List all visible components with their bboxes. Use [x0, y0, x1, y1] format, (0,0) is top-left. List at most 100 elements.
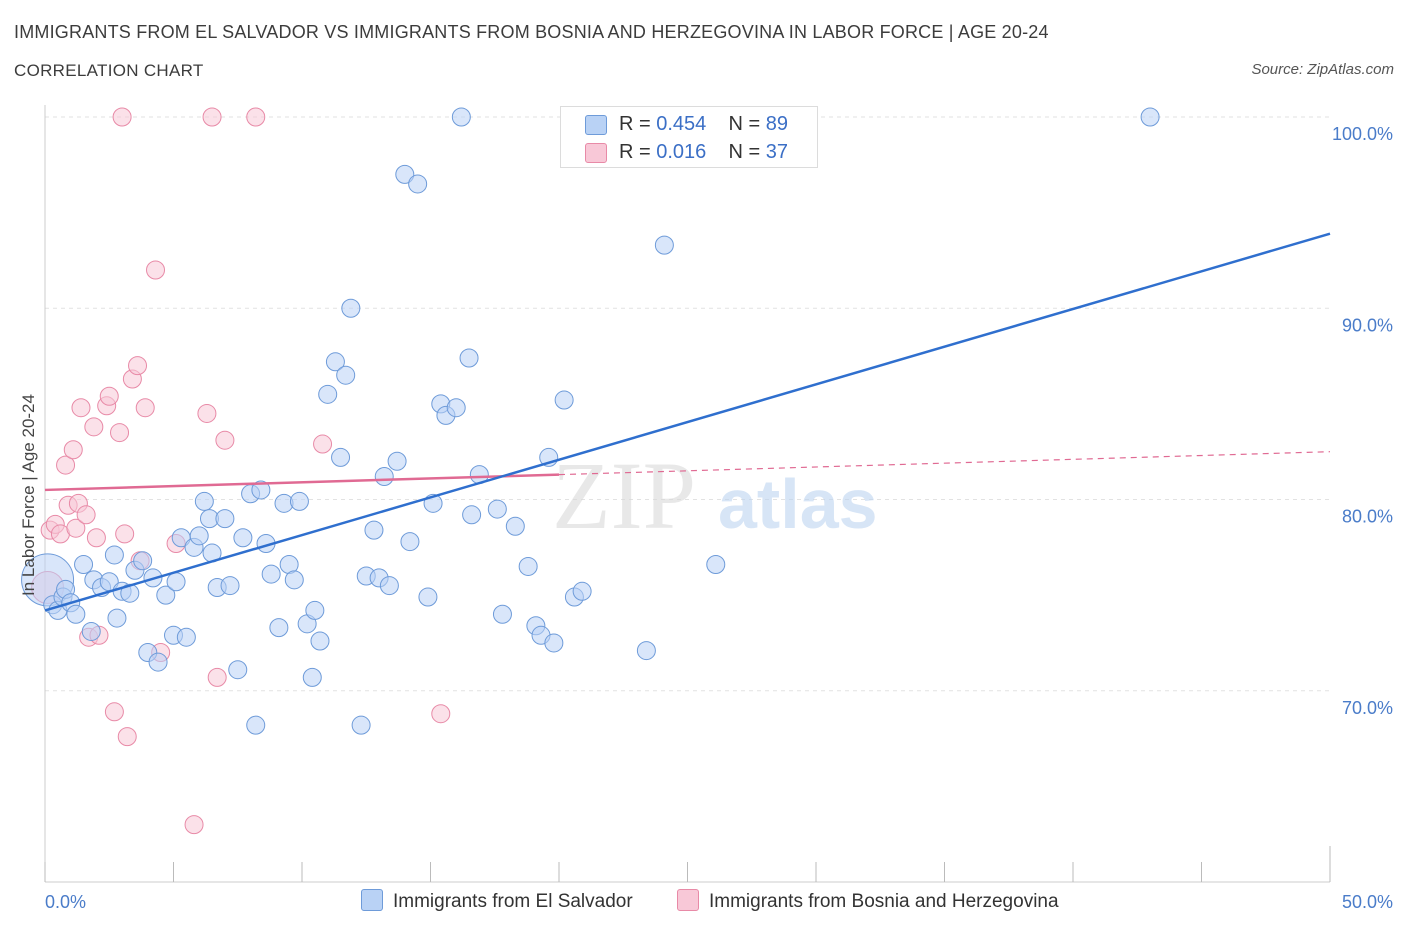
r-value: 0.454: [656, 113, 707, 135]
watermark-zip: ZIP: [552, 442, 696, 549]
series-elsalvador-points: [21, 107, 1160, 735]
legend-swatch-pink: [585, 143, 607, 163]
elsalvador-point: [1140, 107, 1160, 127]
elsalvador-point: [194, 491, 214, 511]
elsalvador-point: [176, 627, 196, 647]
elsalvador-point: [336, 365, 356, 385]
y-tick-label-100: 100.0%: [1332, 124, 1393, 144]
bosnia-point: [63, 440, 83, 460]
elsalvador-point: [459, 348, 479, 368]
n-label: N =: [728, 113, 761, 135]
elsalvador-point: [305, 600, 325, 620]
elsalvador-point: [636, 641, 656, 661]
elsalvador-point: [318, 384, 338, 404]
x-tick-label-max: 50.0%: [1342, 892, 1393, 912]
legend-swatch-blue: [585, 115, 607, 135]
elsalvador-point: [166, 572, 186, 592]
legend-text: R = 0.454 N = 89: [619, 113, 788, 136]
elsalvador-point: [379, 576, 399, 596]
elsalvador-point: [215, 509, 235, 529]
bosnia-point: [56, 455, 76, 475]
y-tick-label-90: 90.0%: [1342, 315, 1393, 335]
bottom-legend-swatch-pink: [677, 889, 699, 911]
bosnia-point: [135, 398, 155, 418]
elsalvador-point: [220, 576, 240, 596]
bosnia-point: [146, 260, 166, 280]
elsalvador-point: [492, 604, 512, 624]
axes: [44, 105, 1331, 883]
bottom-legend-label: Immigrants from Bosnia and Herzegovina: [709, 891, 1059, 912]
bosnia-point: [76, 505, 96, 525]
y-tick-label-80: 80.0%: [1342, 507, 1393, 527]
legend-text: R = 0.016 N = 37: [619, 141, 788, 164]
elsalvador-point: [284, 570, 304, 590]
elsalvador-point: [251, 480, 271, 500]
bosnia-point: [215, 430, 235, 450]
elsalvador-point: [107, 608, 127, 628]
trend-lines: [44, 232, 1331, 612]
bosnia-point: [313, 434, 333, 454]
bottom-legend-swatch-blue: [361, 889, 383, 911]
watermark-atlas: atlas: [718, 465, 878, 543]
bosnia-point: [117, 727, 137, 747]
chart-title: IMMIGRANTS FROM EL SALVADOR VS IMMIGRANT…: [14, 22, 1049, 42]
elsalvador-point: [133, 551, 153, 571]
grid-lines: [45, 116, 1330, 692]
bosnia-point: [128, 356, 148, 376]
x-tick-label-min: 0.0%: [45, 892, 86, 912]
elsalvador-point: [487, 499, 507, 519]
elsalvador-point: [387, 451, 407, 471]
y-tick-label-70: 70.0%: [1342, 698, 1393, 718]
source-label: Source: ZipAtlas.com: [1251, 61, 1394, 78]
bosnia-point: [184, 815, 204, 835]
bosnia-point: [104, 702, 124, 722]
bosnia-trend-line-dashed: [558, 451, 1331, 476]
watermark: ZIP atlas: [552, 442, 878, 549]
elsalvador-point: [289, 491, 309, 511]
elsalvador-point: [364, 520, 384, 540]
r-label: R =: [619, 141, 651, 163]
elsalvador-point: [451, 107, 471, 127]
elsalvador-point: [706, 555, 726, 575]
bosnia-point: [99, 386, 119, 406]
elsalvador-point: [81, 621, 101, 641]
y-axis-label: In Labor Force | Age 20-24: [19, 394, 38, 596]
elsalvador-point: [654, 235, 674, 255]
elsalvador-point: [400, 532, 420, 552]
elsalvador-point: [233, 528, 253, 548]
bosnia-point: [86, 528, 106, 548]
bottom-legend-bosnia: Immigrants from Bosnia and Herzegovina: [677, 889, 1059, 913]
n-value: 89: [765, 113, 789, 135]
bosnia-point: [246, 107, 266, 127]
tick-labels: 70.0% 80.0% 90.0% 100.0% 0.0% 50.0%: [45, 124, 1393, 912]
elsalvador-point: [302, 667, 322, 687]
n-label: N =: [728, 141, 761, 163]
bosnia-point: [71, 398, 91, 418]
n-value: 37: [765, 141, 789, 163]
bosnia-point: [115, 524, 135, 544]
elsalvador-point: [228, 660, 248, 680]
bottom-legend-elsalvador: Immigrants from El Salvador: [361, 889, 633, 913]
bosnia-trend-line: [44, 473, 560, 492]
bosnia-point: [431, 704, 451, 724]
bosnia-point: [197, 403, 217, 423]
stats-legend: R = 0.454 N = 89 R = 0.016 N = 37: [560, 106, 818, 168]
elsalvador-point: [120, 583, 140, 603]
bosnia-point: [110, 423, 130, 443]
elsalvador-point: [408, 174, 428, 194]
elsalvador-point: [554, 390, 574, 410]
elsalvador-point: [395, 164, 415, 184]
elsalvador-point: [66, 604, 86, 624]
elsalvador-point: [148, 652, 168, 672]
elsalvador-point: [418, 587, 438, 607]
elsalvador-point: [446, 398, 466, 418]
chart-subtitle: CORRELATION CHART: [14, 61, 204, 80]
elsalvador-point: [269, 618, 289, 638]
elsalvador-point: [341, 298, 361, 318]
elsalvador-point: [189, 526, 209, 546]
elsalvador-point: [374, 467, 394, 487]
bosnia-point: [84, 417, 104, 437]
elsalvador-point: [156, 585, 176, 605]
bottom-legend-label: Immigrants from El Salvador: [393, 891, 633, 912]
